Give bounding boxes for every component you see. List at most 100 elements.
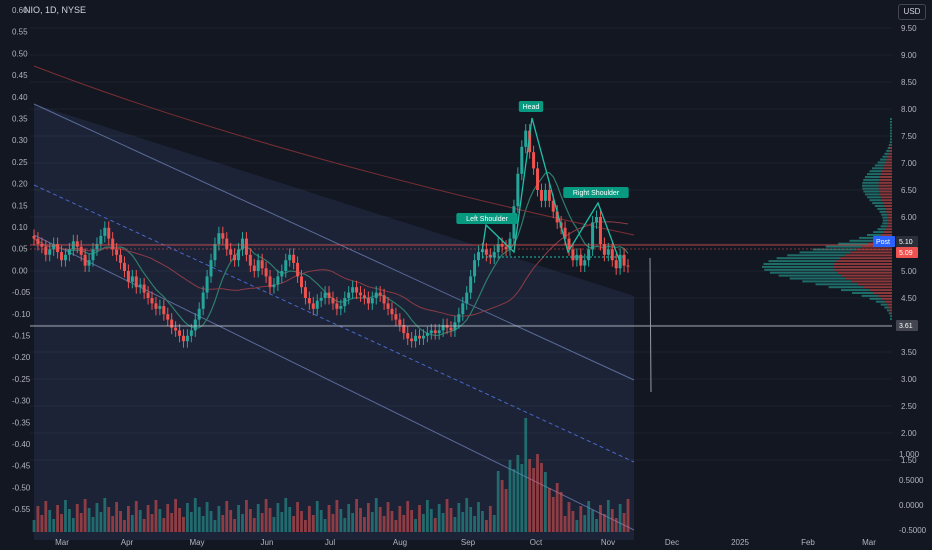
candle-body (103, 227, 107, 236)
candle-body (193, 319, 197, 331)
volume-bar (319, 510, 323, 532)
ma-short (33, 171, 629, 337)
volume-tick-label: 0.0000 (899, 501, 924, 510)
profile-bar (890, 135, 892, 138)
candle-body (347, 292, 351, 298)
candle-body (75, 241, 79, 247)
moving-averages (33, 65, 635, 337)
candle-body (130, 276, 134, 282)
volume-bar (398, 506, 402, 532)
candle-body (296, 262, 300, 277)
profile-bar (856, 248, 892, 251)
volume-bar (64, 500, 67, 532)
profile-bar (869, 199, 882, 202)
candle-body (362, 295, 366, 298)
volume-bar (477, 502, 480, 532)
price-tick-label: 4.50 (901, 294, 917, 303)
profile-bar (769, 271, 838, 274)
volume-bar (579, 506, 583, 532)
volume-bar (378, 507, 382, 532)
volume-bar (610, 509, 614, 532)
volume-bar (300, 511, 303, 532)
candle-body (244, 238, 248, 255)
profile-bar (880, 234, 892, 236)
profile-bar (875, 300, 885, 303)
left-tick-label: 0.10 (12, 223, 28, 232)
time-tick-label: 2025 (731, 538, 749, 547)
profile-bar (861, 184, 879, 187)
profile-bar (879, 193, 892, 196)
candle-body (146, 292, 150, 298)
descending-channel (33, 103, 635, 540)
price-badges: Post 5.10 5.09 3.61 (873, 236, 918, 331)
profile-bar (887, 216, 892, 219)
candle-body (307, 298, 311, 304)
volume-bar (363, 517, 366, 532)
profile-bar (890, 129, 892, 132)
profile-bar (884, 205, 892, 207)
volume-bar (162, 518, 166, 532)
volume-bar (60, 514, 63, 532)
volume-bar (335, 500, 339, 532)
candle-body (571, 249, 575, 261)
profile-bar (828, 286, 864, 289)
candle-body (575, 254, 579, 261)
candle-body (461, 303, 465, 315)
profile-bar (890, 138, 892, 141)
time-tick-label: Aug (393, 538, 407, 547)
profile-bar (890, 118, 892, 120)
profile-bar (869, 297, 882, 300)
profile-bar (874, 205, 885, 207)
profile-bar (879, 178, 892, 181)
profile-bar (857, 283, 892, 286)
profile-bar (881, 199, 892, 202)
profile-bar (882, 219, 888, 222)
profile-bar (886, 225, 892, 228)
volume-bar (83, 499, 87, 532)
volume-bar (339, 509, 343, 532)
volume-bar (284, 498, 288, 532)
volume-bar (410, 510, 414, 532)
profile-bar (890, 120, 892, 123)
volume-bar (205, 502, 209, 532)
currency-button[interactable]: USD (898, 4, 926, 20)
candle-body (469, 276, 473, 293)
profile-bar (887, 219, 892, 222)
volume-bar (311, 515, 315, 532)
profile-bar (889, 141, 891, 144)
candle-body (359, 292, 363, 296)
candle-body (488, 254, 492, 258)
left-axis: 0.60 0.55 0.50 0.45 0.40 0.35 0.30 0.25 0.20 0.15… (12, 6, 31, 514)
candle-body (382, 295, 386, 304)
left-tick-label: -0.50 (12, 483, 31, 492)
volume-bar (138, 510, 142, 532)
candle-body (547, 190, 551, 201)
volume-bar (75, 504, 79, 532)
candle-body (107, 227, 111, 239)
channel-fill (34, 104, 634, 540)
profile-bar (877, 161, 886, 164)
candle-body (355, 287, 359, 293)
candle-body (292, 254, 296, 263)
candle-body (473, 260, 477, 277)
candle-body (240, 238, 244, 250)
volume-bar (237, 505, 240, 532)
profile-bar (776, 257, 841, 260)
candle-body (142, 284, 146, 293)
volume-bar (79, 513, 83, 532)
volume-bar (276, 503, 280, 532)
candle-body (276, 276, 280, 285)
post-label: Post (876, 239, 890, 246)
profile-bar (890, 141, 892, 144)
volume-bar (158, 509, 162, 532)
profile-bar (861, 294, 879, 297)
volume-bar (146, 505, 150, 532)
volume-bar (488, 506, 492, 532)
candle-body (189, 330, 193, 336)
time-tick-label: May (189, 538, 204, 547)
left-tick-label: 0.25 (12, 158, 28, 167)
volume-bar (343, 518, 347, 532)
time-tick-label: Feb (801, 538, 815, 547)
volume-bar (441, 513, 445, 532)
